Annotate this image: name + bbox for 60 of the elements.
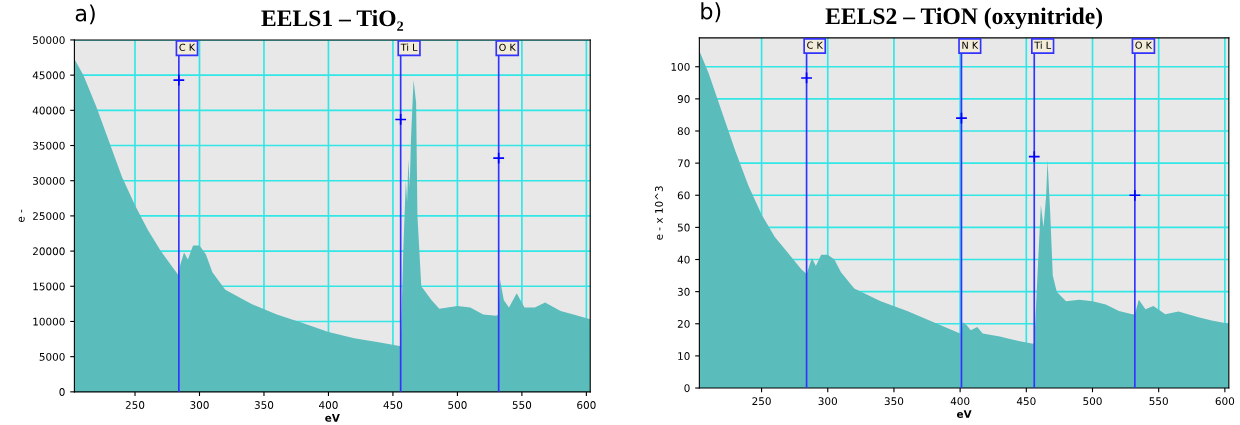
point (394, 113, 407, 126)
y-tick-label: 40000 (32, 106, 65, 115)
point (955, 111, 968, 125)
point (1028, 150, 1041, 163)
x-tick-label: 350 (884, 397, 904, 406)
y-axis-title: e - x 10^3 (655, 186, 663, 240)
x-tick-label: 450 (383, 401, 403, 409)
y-tick-label: 25000 (33, 212, 65, 221)
x-tick-label: 450 (1016, 397, 1036, 406)
y-tick-label: 70 (677, 159, 690, 168)
y-tick-label: 90 (677, 95, 690, 103)
y-tick-label: 40 (677, 255, 690, 264)
x-axis-title: eV (956, 410, 972, 418)
x-tick-label: 600 (1215, 397, 1235, 406)
x-tick-label: 350 (254, 401, 274, 409)
ref-line-label: O K (499, 43, 516, 51)
ref-line-label: C K (807, 41, 824, 49)
ref-line-label: N K (962, 41, 979, 49)
x-tick-label: 300 (818, 397, 838, 406)
chart-title: EELS2 – TiON (oxynitride) (825, 7, 1103, 30)
text: b) (701, 2, 721, 23)
x-axis-title: eV (325, 414, 340, 422)
y-tick-label: 80 (677, 127, 690, 136)
y-tick-label: 30 (677, 287, 690, 296)
y-tick-label: 20 (677, 319, 690, 328)
y-tick-label: 30000 (33, 176, 65, 185)
x-tick-label: 500 (1083, 397, 1102, 406)
point (492, 151, 505, 165)
y-tick-label: 0 (59, 388, 65, 396)
x-tick-label: 600 (577, 401, 596, 409)
y-tick-label: 35000 (33, 141, 65, 150)
y-tick-label: 15000 (33, 282, 65, 291)
y-tick-label: 20000 (33, 247, 65, 256)
y-tick-label: 50 (677, 223, 690, 232)
y-tick-label: 10000 (33, 317, 65, 326)
y-tick-label: 0 (684, 384, 690, 393)
y-tick-label: 5000 (39, 352, 65, 361)
y-tick-label: 45000 (32, 71, 65, 80)
x-tick-label: 400 (950, 397, 970, 406)
text: a) (75, 4, 95, 25)
ref-line-label: O K (1135, 41, 1153, 49)
y-tick-label: 60 (677, 191, 690, 200)
ref-line-label: C K (179, 43, 196, 51)
x-tick-label: 300 (190, 401, 209, 409)
point (1128, 189, 1142, 202)
x-tick-label: 250 (125, 401, 145, 409)
y-axis-title: e - (18, 209, 25, 223)
x-tick-label: 400 (319, 401, 338, 409)
x-tick-label: 550 (1149, 397, 1168, 406)
point (800, 71, 813, 85)
point (172, 73, 186, 87)
ref-line-label: Ti L (400, 43, 418, 51)
x-tick-label: 550 (512, 401, 532, 409)
x-tick-label: 250 (752, 397, 771, 406)
chart-title: EELS1 – TiO₂ (261, 9, 404, 31)
y-tick-label: 100 (671, 62, 690, 71)
x-tick-label: 500 (448, 401, 467, 409)
y-tick-label: 10 (678, 352, 690, 360)
ref-line-label: Ti L (1034, 41, 1052, 49)
y-tick-label: 50000 (33, 36, 65, 45)
